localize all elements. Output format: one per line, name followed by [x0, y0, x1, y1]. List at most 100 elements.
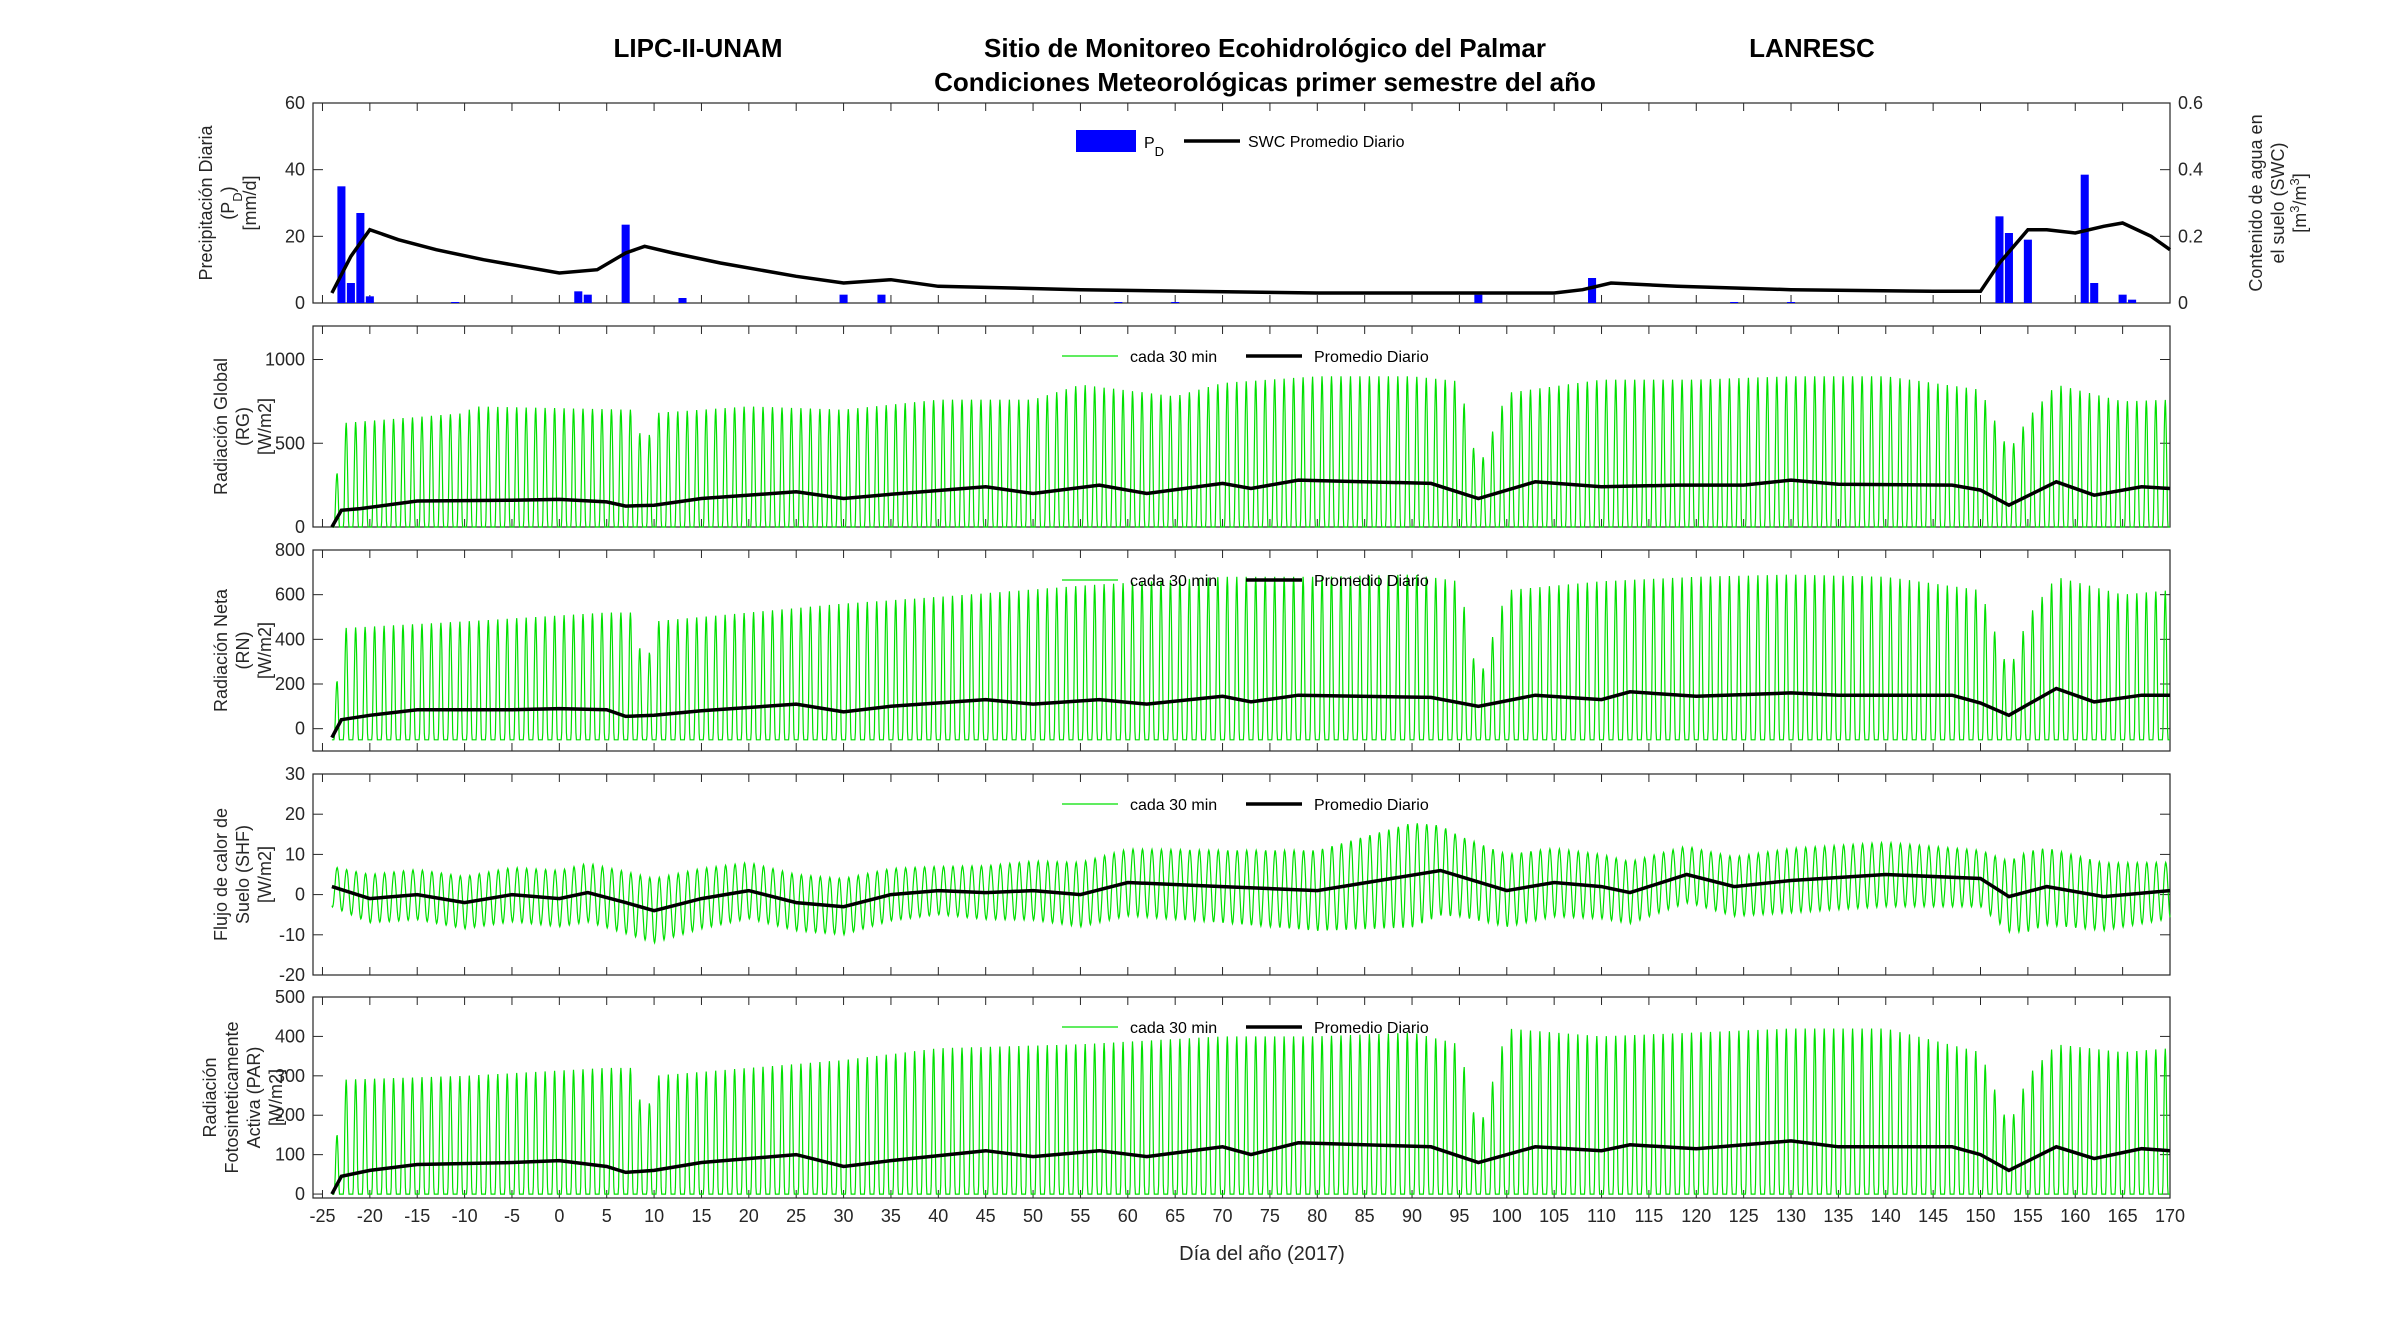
y-tick-label: 60	[285, 93, 305, 113]
y-tick-label: 500	[275, 987, 305, 1007]
y-axis-label-line: Suelo (SHF)	[233, 825, 253, 924]
x-tick-label: 20	[739, 1206, 759, 1226]
precip-bar	[2080, 174, 2089, 303]
panel-3: 0 200 400 600 800 Radiación Neta (RN) [W/m2] cad…	[211, 540, 2171, 752]
y-tick-label: 30	[285, 764, 305, 784]
legend-halfhour-label: cada 30 min	[1130, 797, 1217, 814]
y-axis-label-line: Radiación	[200, 1057, 220, 1137]
legend-line-label: SWC Promedio Diario	[1248, 134, 1405, 151]
x-tick-label: 55	[1070, 1206, 1090, 1226]
y-tick-label: 20	[285, 804, 305, 824]
y2-tick-label: 0.6	[2178, 93, 2203, 113]
y-axis-label: Radiación Neta (RN) [W/m2]	[211, 588, 275, 712]
legend-bar-swatch	[1076, 130, 1136, 152]
x-tick-label: 150	[1965, 1206, 1995, 1226]
precip-bar	[451, 302, 460, 303]
x-tick-label: 140	[1871, 1206, 1901, 1226]
y2-axis-label-line: [m3/m3]	[2287, 173, 2311, 232]
daily-avg-line	[331, 868, 2171, 913]
legend-avg-label: Promedio Diario	[1314, 573, 1429, 590]
y-tick-label: 200	[275, 1105, 305, 1125]
y-tick-label: 40	[285, 160, 305, 180]
x-tick-label: 40	[928, 1206, 948, 1226]
y-tick-label: 0	[295, 885, 305, 905]
legend-halfhour-label: cada 30 min	[1130, 349, 1217, 366]
precip-bar	[1786, 302, 1796, 303]
halfhour-line	[331, 574, 2170, 741]
precip-bar	[2118, 294, 2127, 303]
x-tick-label: 95	[1449, 1206, 1469, 1226]
x-tick-label: 160	[2060, 1206, 2090, 1226]
y-axis-label: Radiación Global (RG) [W/m2]	[211, 358, 275, 495]
precip-bar	[337, 186, 346, 303]
legend-avg-label: Promedio Diario	[1314, 797, 1429, 814]
y-axis-label-line: [W/m2]	[255, 846, 275, 903]
y-tick-label: 10	[285, 844, 305, 864]
y2-axis-label-line: el suelo (SWC)	[2268, 142, 2288, 263]
x-tick-label: 155	[2013, 1206, 2043, 1226]
x-tick-label: 70	[1213, 1206, 1233, 1226]
x-tick-label: 90	[1402, 1206, 1422, 1226]
x-tick-label: 115	[1635, 1206, 1664, 1226]
y-tick-label: 300	[275, 1066, 305, 1086]
x-tick-label: 135	[1823, 1206, 1853, 1226]
header-right: LANRESC	[1749, 33, 1875, 63]
y-axis-label-line: (RG)	[233, 407, 253, 446]
y-axis-label-line: [W/m2]	[255, 398, 275, 455]
precip-bar	[1995, 216, 2004, 303]
x-tick-label: 5	[602, 1206, 612, 1226]
x-tick-label: 125	[1729, 1206, 1759, 1226]
legend: PD SWC Promedio Diario	[1076, 130, 1405, 159]
x-tick-label: 0	[554, 1206, 564, 1226]
halfhour-line	[331, 823, 2171, 945]
x-tick-label: 85	[1355, 1206, 1375, 1226]
y-tick-label: 0	[295, 1184, 305, 1204]
precip-bar	[877, 294, 886, 303]
precip-bar	[346, 283, 355, 303]
x-tick-label: -15	[404, 1206, 430, 1226]
precip-bar	[583, 294, 592, 303]
y-axis-label-line: Activa (PAR)	[244, 1047, 264, 1149]
legend: cada 30 min Promedio Diario	[1062, 349, 1429, 366]
halfhour-line	[331, 376, 2170, 528]
precip-bar	[1114, 302, 1123, 303]
precip-bar	[1171, 302, 1180, 303]
y-tick-label: 400	[275, 1026, 305, 1046]
precip-bar	[678, 298, 687, 303]
panels: 0 20 40 60 Precipitación Diaria (PD) [mm/d] 0 0.…	[196, 93, 2310, 1226]
y-axis-label-line: [W/m2]	[255, 622, 275, 679]
y-tick-label: -20	[279, 965, 305, 985]
y-axis-label-line: (RN)	[233, 632, 253, 670]
x-tick-label: -25	[309, 1206, 335, 1226]
precip-bar	[621, 224, 630, 303]
y-axis-label-line: [mm/d]	[240, 175, 260, 230]
x-tick-label: 50	[1023, 1206, 1043, 1226]
y-tick-label: 0	[295, 293, 305, 313]
legend: cada 30 min Promedio Diario	[1062, 1020, 1429, 1037]
y-axis-label-line: Flujo de calor de	[211, 808, 231, 941]
y-tick-label: 1000	[265, 350, 305, 370]
legend: cada 30 min Promedio Diario	[1062, 797, 1429, 814]
daily-avg-line	[330, 1139, 2171, 1195]
precip-bar	[1730, 302, 1739, 303]
panel-4: -20 -10 0 10 20 30 Flujo de calor de Suelo (SHF…	[211, 764, 2171, 985]
x-tick-label: 75	[1260, 1206, 1280, 1226]
x-tick-label: 30	[834, 1206, 854, 1226]
y2-tick-label: 0	[2178, 293, 2188, 313]
y-axis-label-line: Precipitación Diaria	[196, 124, 216, 280]
legend-halfhour-label: cada 30 min	[1130, 1020, 1217, 1037]
precip-bar	[2004, 233, 2013, 303]
y-axis-label-line: Radiación Neta	[211, 588, 231, 712]
precip-bar	[839, 294, 848, 303]
x-tick-label: 15	[691, 1206, 711, 1226]
x-tick-label: 130	[1776, 1206, 1806, 1226]
precip-bar	[2090, 283, 2099, 303]
legend-halfhour-label: cada 30 min	[1130, 573, 1217, 590]
x-tick-label: 105	[1539, 1206, 1569, 1226]
x-tick-label: 10	[644, 1206, 664, 1226]
x-tick-label: -20	[357, 1206, 383, 1226]
y2-axis-label: Contenido de agua en el suelo (SWC) [m3/m3…	[2246, 114, 2310, 291]
x-tick-label: -5	[504, 1206, 520, 1226]
